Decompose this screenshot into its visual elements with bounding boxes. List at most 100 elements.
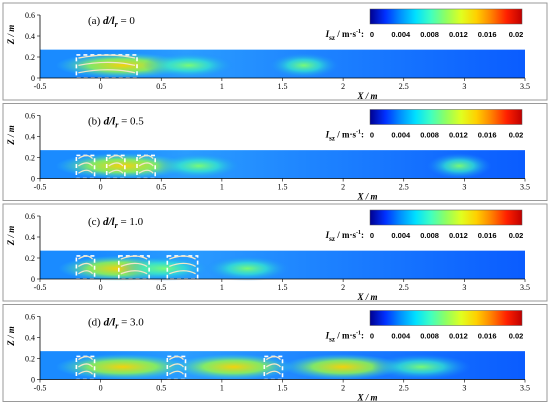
colorbar-title: Isz / m·s-1:	[325, 230, 364, 243]
plant-stem	[108, 154, 124, 160]
plant-stem	[108, 169, 124, 174]
y-tick-label: 0	[31, 175, 35, 184]
colorbar-title-sub: sz	[329, 336, 335, 344]
colorbar-title-unit: / m·s	[335, 29, 356, 39]
colorbar-title-main: I	[325, 29, 330, 39]
x-tick-label: 2.5	[399, 283, 409, 292]
colorbar-title-sup: -1	[356, 230, 361, 236]
colorbar-tick-label: 0	[370, 332, 374, 341]
x-tick-label: 0.5	[156, 283, 166, 292]
colorbar-title-main: I	[325, 130, 330, 140]
colorbar-title-suffix: :	[361, 29, 364, 39]
panel-label-value: = 0	[118, 15, 136, 27]
y-tick-label: 0.2	[25, 254, 35, 263]
colorbar-title-main: I	[325, 230, 330, 240]
x-tick-label: 0.5	[156, 82, 166, 91]
plant-stem	[138, 162, 154, 167]
x-tick-label: 1.5	[278, 384, 288, 393]
plant-stem	[265, 355, 281, 361]
x-tick-label: 3	[462, 384, 466, 393]
plant-stem	[78, 355, 94, 361]
x-tick-label: 2.5	[399, 384, 409, 393]
colorbar-title-sub: sz	[329, 135, 335, 143]
x-tick-label: -0.5	[34, 82, 47, 91]
x-tick-label: 3.5	[520, 283, 530, 292]
colorbar-tick-label: 0.008	[420, 231, 439, 240]
plant-stem	[265, 370, 281, 375]
colorbar-tick-label: 0.02	[509, 131, 524, 140]
y-tick-label: 0.4	[25, 133, 35, 142]
y-tick-label: 0.6	[25, 313, 35, 322]
y-axis-title: Z / m	[6, 25, 16, 46]
x-axis-title: X / m	[356, 192, 377, 202]
plant-stem	[168, 363, 184, 368]
colorbar-tick-label: 0.016	[478, 131, 497, 140]
plant-stem	[78, 255, 94, 260]
panel-label-sub: r	[115, 322, 119, 331]
x-tick-label: 1	[220, 183, 224, 192]
plant-stem	[120, 255, 148, 260]
panel-label-sub: r	[115, 121, 119, 130]
colorbar	[369, 109, 523, 125]
colorbar-title: Isz / m·s-1:	[325, 130, 364, 143]
x-axis-title: X / m	[356, 393, 377, 402]
x-tick-label: 3.5	[520, 384, 530, 393]
panel-label: (a) d/lr = 0	[88, 15, 135, 29]
y-tick-label: 0.6	[25, 212, 35, 221]
y-tick-label: 0.2	[25, 154, 35, 163]
x-tick-label: 1	[220, 82, 224, 91]
x-tick-label: 0.5	[156, 183, 166, 192]
colorbar-tick-label: 0.012	[449, 231, 468, 240]
plant-stem	[265, 363, 281, 368]
x-tick-label: 1.5	[278, 183, 288, 192]
colorbar	[369, 8, 523, 25]
y-tick-label: 0.4	[25, 334, 35, 343]
panel-label-prefix: (d)	[88, 317, 104, 329]
panel-label: (b) d/lr = 0.5	[88, 116, 144, 130]
colorbar-title-unit: / m·s	[335, 130, 356, 140]
colorbar-title-unit: / m·s	[335, 331, 356, 341]
colorbar-tick-label: 0	[370, 30, 374, 39]
intensity-hotspot	[204, 255, 290, 282]
panel-label-sub: r	[115, 221, 119, 230]
x-tick-label: 3.5	[520, 82, 530, 91]
panel-label: (c) d/lr = 1.0	[88, 216, 144, 230]
plant-stem	[138, 169, 154, 174]
y-tick-label: 0.6	[25, 11, 35, 20]
x-tick-label: 0	[99, 384, 103, 393]
plant-stem	[108, 162, 124, 167]
x-tick-label: 1.5	[278, 283, 288, 292]
plant-stem	[138, 154, 154, 160]
colorbar-tick-label: 0.004	[391, 30, 411, 39]
plant-stem	[78, 61, 136, 67]
x-tick-label: 2	[341, 283, 345, 292]
plant-stem	[78, 363, 94, 368]
colorbar-title-sup: -1	[356, 331, 361, 337]
intensity-hotspot	[371, 354, 471, 380]
x-tick-label: 0.5	[156, 384, 166, 393]
y-axis-title: Z / m	[6, 326, 16, 347]
plant-stem	[78, 262, 94, 267]
y-tick-label: 0.4	[25, 32, 35, 41]
colorbar-tick-label: 0.008	[420, 131, 439, 140]
x-tick-label: 1	[220, 283, 224, 292]
x-tick-label: 2	[341, 82, 345, 91]
x-tick-label: 1	[220, 384, 224, 393]
colorbar-title-suffix: :	[361, 130, 364, 140]
panel-label: (d) d/lr = 3.0	[88, 317, 144, 331]
x-tick-label: 2.5	[399, 183, 409, 192]
panel-label-prefix: (c)	[88, 216, 103, 228]
colorbar-tick-label: 0	[370, 231, 374, 240]
y-tick-label: 0.6	[25, 112, 35, 121]
plant-stem	[169, 255, 196, 260]
plant-stem	[78, 270, 94, 275]
plant-stem	[120, 262, 148, 268]
intensity-hotspot	[142, 52, 235, 79]
panel-label-sub: r	[115, 20, 119, 29]
colorbar-tick-label: 0.012	[449, 332, 468, 341]
colorbar-title: Isz / m·s-1:	[325, 29, 364, 42]
y-tick-label: 0	[31, 376, 35, 385]
colorbar-tick-label: 0.008	[420, 332, 439, 341]
panel-label-var: d/l	[104, 317, 117, 329]
